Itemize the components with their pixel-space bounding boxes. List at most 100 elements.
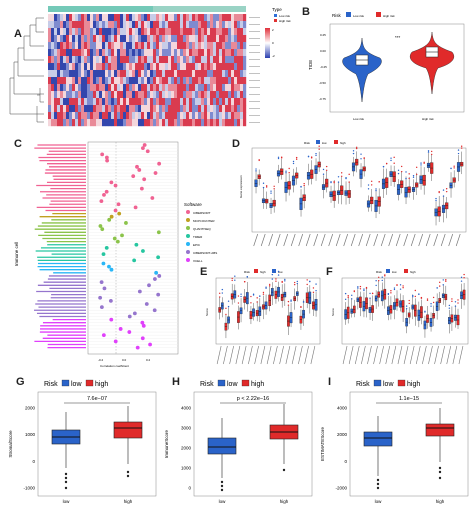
heatmap-cell	[48, 49, 52, 57]
heatmap-cell	[231, 105, 235, 113]
xlabel-mark	[391, 345, 397, 365]
heatmap-cell	[144, 21, 148, 29]
heatmap-cell	[54, 91, 58, 99]
heatmap-cell	[198, 70, 202, 78]
heatmap-cell	[102, 28, 106, 36]
outlier	[281, 281, 283, 283]
outlier	[225, 313, 227, 316]
outlier	[390, 159, 392, 162]
heatmap-cell	[210, 42, 214, 50]
heatmap-cell	[222, 35, 226, 43]
outlier	[300, 185, 302, 188]
heatmap-cell	[183, 98, 187, 106]
heatmap-cell	[168, 84, 172, 92]
heatmap-cell	[78, 21, 82, 29]
heatmap-cell	[66, 105, 70, 113]
heatmap-cell	[135, 28, 139, 36]
heatmap-cell	[132, 98, 136, 106]
heatmap-cell	[99, 105, 103, 113]
outlier	[352, 150, 355, 152]
outlier	[262, 186, 265, 189]
heatmap-cell	[240, 14, 244, 22]
heatmap-cell	[201, 49, 205, 57]
c-dot	[141, 146, 145, 151]
outlier	[227, 305, 230, 308]
outlier	[363, 289, 365, 292]
ytick: 2000	[25, 406, 36, 411]
heatmap-cell	[240, 98, 244, 106]
c-dot	[101, 252, 106, 257]
outlier	[303, 182, 305, 185]
heatmap-cell	[105, 84, 109, 92]
heatmap-cell	[63, 21, 67, 29]
heatmap-cell	[165, 98, 169, 106]
c-legend-label: TIMER	[193, 235, 203, 239]
outlier	[439, 285, 441, 287]
outlier	[64, 486, 68, 490]
ytick: 0	[344, 459, 347, 464]
heatmap-cell	[159, 21, 163, 29]
heatmap-cell	[177, 56, 181, 64]
outlier	[348, 181, 350, 183]
outlier	[463, 277, 465, 279]
heatmap-cell	[87, 98, 91, 106]
c-dot	[156, 292, 161, 297]
heatmap-cell	[141, 84, 145, 92]
outlier	[370, 180, 373, 183]
heatmap-cell	[207, 98, 211, 106]
heatmap-cell	[51, 63, 55, 71]
d-xlabel-mark	[298, 233, 304, 247]
heatmap-cell	[120, 14, 124, 22]
heatmap-cell	[225, 28, 229, 36]
heatmap-cell	[120, 28, 124, 36]
heatmap-cell	[171, 49, 175, 57]
heatmap-cell	[213, 98, 217, 106]
heatmap-cell	[75, 70, 79, 78]
xcat: low	[219, 499, 227, 504]
heatmap-cell	[234, 56, 238, 64]
heatmap-cell	[63, 98, 67, 106]
heatmap-cell	[159, 105, 163, 113]
heatmap-cell	[123, 119, 127, 127]
outlier	[450, 167, 452, 170]
c-dot	[99, 199, 104, 204]
e-legend-high-swatch	[254, 269, 258, 273]
heatmap-cell	[228, 91, 232, 99]
d-xlabel-mark	[373, 233, 379, 247]
d-xlabel-mark	[440, 233, 446, 247]
heatmap-cell	[237, 91, 241, 99]
heatmap-cell	[213, 28, 217, 36]
d-legend-high: high	[340, 141, 346, 145]
heatmap-cell	[234, 91, 238, 99]
heatmap-cell	[108, 28, 112, 36]
heatmap-cell	[123, 98, 127, 106]
outlier	[231, 279, 233, 282]
c-dot	[109, 267, 114, 272]
heatmap-cell	[144, 84, 148, 92]
outlier	[285, 172, 287, 174]
heatmap-cell	[114, 63, 118, 71]
outlier	[400, 170, 403, 173]
colorbar-tick-2: 2	[272, 28, 274, 32]
f-legend-low-swatch	[386, 269, 390, 273]
heatmap-cell	[72, 84, 76, 92]
heatmap-cell	[93, 98, 97, 106]
heatmap-cell	[207, 119, 211, 127]
heatmap-cell	[117, 63, 121, 71]
heatmap-cell	[168, 14, 172, 22]
panel-label-c: C	[14, 138, 22, 150]
heatmap-cell	[219, 91, 223, 99]
heatmap-cell	[93, 35, 97, 43]
heatmap-cell	[69, 70, 73, 78]
heatmap-cell	[63, 56, 67, 64]
xlabel-mark	[385, 345, 391, 365]
heatmap-cell	[237, 49, 241, 57]
outlier	[237, 302, 240, 304]
heatmap-cell	[216, 77, 220, 85]
b-xcat-high: High risk	[422, 117, 434, 121]
outlier	[457, 299, 459, 301]
outlier	[246, 275, 249, 278]
f-box-svg: Risk low high Score	[331, 269, 469, 365]
heatmap-cell	[111, 84, 115, 92]
heatmap-cell	[69, 49, 73, 57]
